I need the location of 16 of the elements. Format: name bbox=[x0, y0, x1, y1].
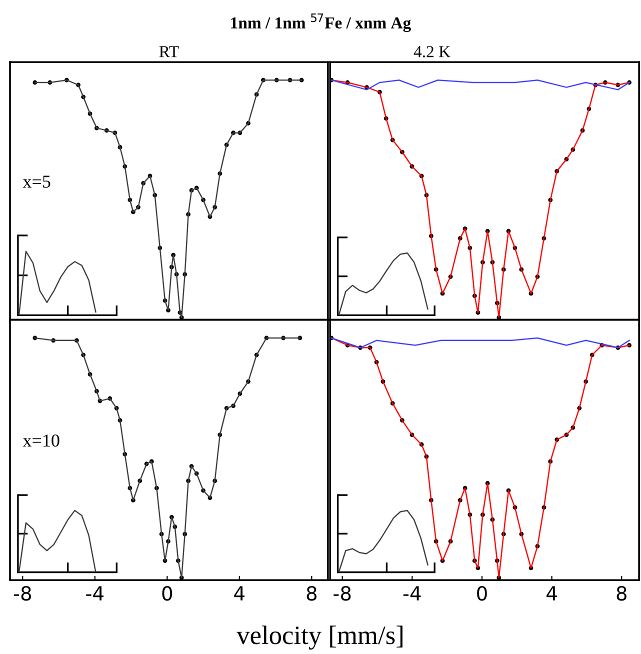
annotation: x=10 bbox=[22, 434, 60, 447]
x-tick-label: -8 bbox=[334, 586, 351, 601]
x-tick-label: 0 bbox=[477, 586, 487, 601]
x-tick-label: 4 bbox=[546, 586, 557, 600]
chart-subtitle: RT bbox=[159, 46, 179, 58]
chart-title: 1nm / 1nm $^{57}$Fe / xnm Ag bbox=[231, 13, 411, 32]
x-tick-label: -4 bbox=[86, 586, 104, 600]
x-axis-title: velocity [mm/s] bbox=[236, 626, 402, 650]
x-tick-label: 8 bbox=[616, 586, 626, 601]
x-tick-label: 8 bbox=[306, 586, 317, 601]
x-tick-label: -8 bbox=[14, 586, 32, 601]
x-tick-label: -4 bbox=[403, 586, 421, 600]
annotation: x=5 bbox=[22, 176, 50, 188]
chart-subtitle: 4.2 K bbox=[414, 46, 450, 58]
x-tick-label: 4 bbox=[234, 586, 245, 600]
x-tick-label: 0 bbox=[162, 586, 172, 601]
